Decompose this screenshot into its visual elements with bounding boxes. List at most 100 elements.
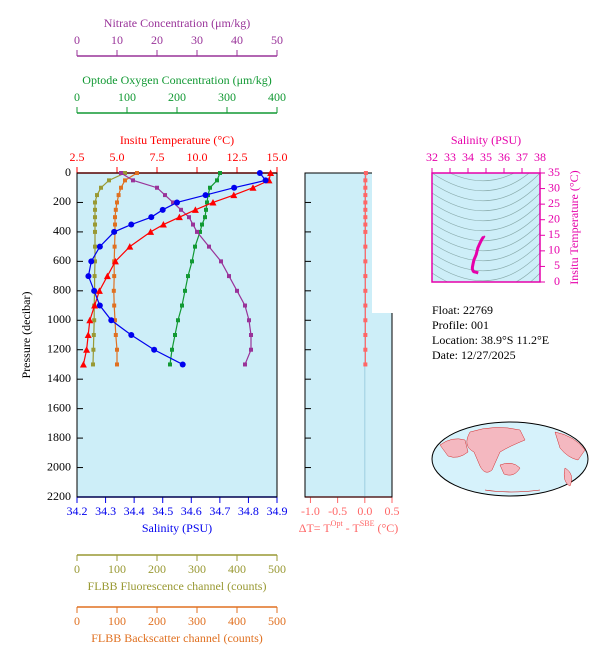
x-tick-label: 400 xyxy=(268,90,286,104)
data-marker xyxy=(92,318,97,323)
data-marker xyxy=(112,274,117,279)
data-marker xyxy=(113,207,118,212)
data-marker xyxy=(126,243,134,250)
x-tick-label: 0 xyxy=(74,562,80,576)
data-marker xyxy=(93,215,97,220)
data-marker xyxy=(86,316,94,324)
data-marker xyxy=(85,273,92,280)
data-marker xyxy=(111,257,119,265)
x-axis-label-part: - T xyxy=(343,521,361,535)
data-marker xyxy=(93,207,97,212)
x-axis-label-part: Opt xyxy=(331,519,344,528)
data-marker xyxy=(131,178,135,183)
x-tick-label: 300 xyxy=(218,90,236,104)
x-tick-label: 37 xyxy=(516,150,528,164)
data-marker xyxy=(179,361,186,368)
data-marker xyxy=(163,193,167,198)
y-tick-label: 1400 xyxy=(47,371,71,385)
y-tick-label: 1600 xyxy=(47,400,71,414)
ts-plot-bg xyxy=(432,173,540,282)
data-marker xyxy=(95,193,99,198)
y-tick-label: 1800 xyxy=(47,430,71,444)
data-marker xyxy=(93,259,97,264)
data-marker xyxy=(204,207,208,212)
data-marker xyxy=(230,191,238,199)
y-tick-label: 10 xyxy=(548,243,560,257)
y-tick-label: 600 xyxy=(53,253,71,267)
x-tick-label: 40 xyxy=(231,33,243,47)
x-tick-label: 0 xyxy=(74,614,80,628)
x-tick-label: 34.3 xyxy=(95,504,116,518)
data-marker xyxy=(363,185,368,190)
data-marker xyxy=(243,303,247,308)
data-marker xyxy=(113,222,117,227)
x-tick-label: 400 xyxy=(228,562,246,576)
data-marker xyxy=(119,185,123,190)
data-marker xyxy=(175,213,183,221)
x-tick-label: 34.6 xyxy=(181,504,202,518)
y-tick-label: 15 xyxy=(548,227,560,241)
data-marker xyxy=(215,178,219,183)
data-marker xyxy=(363,288,368,293)
data-marker xyxy=(115,200,119,205)
plot-frame xyxy=(76,172,278,498)
isopycnal xyxy=(431,232,541,262)
data-marker xyxy=(96,302,103,309)
data-marker xyxy=(363,171,368,175)
data-marker xyxy=(193,244,197,249)
data-marker xyxy=(227,274,231,279)
data-marker xyxy=(112,303,117,308)
data-marker xyxy=(92,274,97,279)
data-marker xyxy=(113,333,118,337)
data-marker xyxy=(84,331,92,338)
data-marker xyxy=(363,362,368,367)
data-marker xyxy=(176,318,180,323)
data-marker xyxy=(159,206,166,213)
profile-line xyxy=(87,172,267,365)
data-marker xyxy=(363,215,368,220)
data-marker xyxy=(249,333,253,337)
map-land xyxy=(554,431,586,487)
isopycnal xyxy=(431,222,541,252)
data-marker xyxy=(173,333,177,337)
map-land xyxy=(499,462,521,476)
data-marker xyxy=(256,170,263,176)
data-marker xyxy=(363,178,368,183)
x-tick-label: 50 xyxy=(271,33,283,47)
x-tick-label: 0.5 xyxy=(385,504,400,518)
data-marker xyxy=(151,346,158,353)
data-marker xyxy=(115,347,119,352)
data-marker xyxy=(168,362,172,367)
x-axis-label: ΔT= TOpt - TSBE (°C) xyxy=(299,519,399,535)
x-tick-label: 12.5 xyxy=(227,150,248,164)
data-marker xyxy=(111,228,118,235)
x-tick-label: 5.0 xyxy=(110,150,125,164)
data-marker xyxy=(155,185,159,190)
y-tick-label: 35 xyxy=(548,165,560,179)
x-tick-label: 10 xyxy=(111,33,123,47)
data-marker xyxy=(203,215,207,220)
x-tick-label: 200 xyxy=(168,90,186,104)
y-axis-label: Pressure (decibar) xyxy=(19,292,33,379)
y-tick-label: 25 xyxy=(548,196,560,210)
map-land xyxy=(466,427,526,473)
data-marker xyxy=(205,200,209,205)
data-marker xyxy=(363,229,368,234)
data-marker xyxy=(174,199,180,206)
x-tick-label: 34.9 xyxy=(267,504,288,518)
x-axis-label: FLBB Backscatter channel (counts) xyxy=(91,631,263,645)
x-axis-label: FLBB Fluorescence channel (counts) xyxy=(88,579,267,593)
data-marker xyxy=(363,274,368,279)
data-marker xyxy=(363,259,368,264)
y-tick-label: 200 xyxy=(53,194,71,208)
data-marker xyxy=(91,347,96,352)
x-tick-label: 34.8 xyxy=(238,504,259,518)
data-marker xyxy=(231,184,238,191)
x-tick-label: 200 xyxy=(148,614,166,628)
info-line: Date: 12/27/2025 xyxy=(432,348,516,362)
y-tick-label: 30 xyxy=(548,180,560,194)
data-marker xyxy=(99,185,103,190)
data-marker xyxy=(112,244,117,249)
map-land xyxy=(439,438,469,458)
